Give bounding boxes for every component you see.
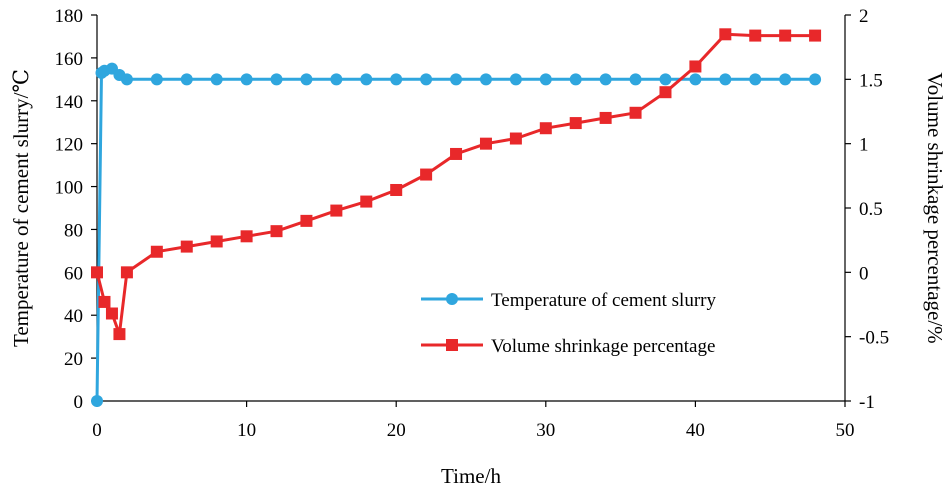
data-point-shrinkage (779, 29, 792, 42)
data-point-temperature (91, 395, 103, 407)
data-point-shrinkage (509, 132, 522, 145)
series-shrinkage (91, 28, 822, 341)
x-tick-label: 30 (536, 420, 555, 441)
data-point-shrinkage (719, 28, 732, 41)
left-y-tick-label: 0 (74, 392, 84, 413)
data-point-shrinkage (599, 111, 612, 124)
data-point-temperature (689, 73, 702, 86)
data-point-temperature (450, 73, 463, 86)
left-y-tick-label: 140 (55, 92, 84, 113)
left-y-tick-label: 160 (55, 49, 84, 70)
left-y-axis-ticks: 0 20 40 60 80 100 120 140 160 180 (55, 6, 97, 413)
left-y-tick-label: 180 (55, 6, 84, 27)
data-point-shrinkage (569, 117, 582, 130)
right-y-tick-label: 1.5 (859, 70, 883, 91)
legend-item-temperature: Temperature of cement slurry (421, 290, 716, 311)
data-point-shrinkage (390, 183, 403, 196)
data-point-shrinkage (270, 225, 283, 238)
data-point-shrinkage (479, 137, 492, 150)
right-y-tick-label: 1 (859, 135, 869, 156)
data-point-shrinkage (210, 235, 223, 248)
x-axis-ticks: 0 10 20 30 40 50 (92, 401, 855, 441)
data-point-temperature (659, 73, 672, 86)
legend-item-shrinkage: Volume shrinkage percentage (421, 336, 715, 357)
data-point-temperature (180, 73, 193, 86)
series-line-shrinkage (95, 32, 816, 336)
data-point-temperature (539, 73, 552, 86)
series-temperature (91, 62, 822, 407)
data-point-shrinkage (91, 266, 103, 279)
x-tick-label: 10 (237, 420, 256, 441)
left-y-tick-label: 20 (64, 349, 83, 370)
data-point-shrinkage (360, 195, 373, 208)
legend: Temperature of cement slurry Volume shri… (421, 290, 716, 357)
right-y-tick-label: 2 (859, 6, 869, 27)
data-point-temperature (809, 73, 822, 86)
data-point-shrinkage (629, 106, 642, 119)
data-point-shrinkage (113, 328, 126, 341)
legend-swatch-marker-shrinkage (446, 339, 458, 351)
data-point-temperature (719, 73, 732, 86)
legend-label-shrinkage: Volume shrinkage percentage (491, 336, 715, 357)
data-point-temperature (360, 73, 373, 86)
right-y-tick-label: 0.5 (859, 199, 883, 220)
right-y-axis-ticks: -1 -0.5 0 0.5 1 1.5 2 (845, 6, 889, 413)
data-point-shrinkage (749, 29, 762, 42)
left-y-axis-title: Temperature of cement slurry/℃ (9, 69, 33, 347)
data-point-shrinkage (809, 29, 822, 42)
data-point-temperature (509, 73, 522, 86)
data-point-shrinkage (150, 245, 163, 258)
x-tick-label: 50 (836, 420, 855, 441)
x-tick-label: 0 (92, 420, 102, 441)
data-point-temperature (240, 73, 253, 86)
legend-label-temperature: Temperature of cement slurry (491, 290, 716, 311)
plot-frame (96, 15, 846, 402)
data-point-temperature (599, 73, 612, 86)
data-point-shrinkage (180, 240, 193, 253)
data-point-shrinkage (450, 147, 463, 160)
data-point-temperature (270, 73, 283, 86)
x-axis-title: Time/h (441, 464, 501, 488)
data-point-shrinkage (98, 295, 111, 308)
x-tick-label: 40 (686, 420, 705, 441)
right-y-axis-title: Volume shrinkage percentage/% (923, 72, 947, 343)
left-y-tick-label: 40 (64, 306, 83, 327)
left-y-tick-label: 80 (64, 220, 83, 241)
data-point-temperature (150, 73, 163, 86)
data-point-temperature (210, 73, 223, 86)
data-point-temperature (629, 73, 642, 86)
right-y-tick-label: 0 (859, 263, 869, 284)
data-point-temperature (749, 73, 762, 86)
data-point-shrinkage (659, 86, 672, 99)
x-tick-label: 20 (387, 420, 406, 441)
data-point-temperature (120, 73, 133, 86)
data-point-temperature (300, 73, 313, 86)
data-point-shrinkage (300, 214, 313, 227)
data-point-temperature (390, 73, 403, 86)
data-point-shrinkage (330, 204, 343, 217)
left-y-tick-label: 60 (64, 263, 83, 284)
data-point-temperature (779, 73, 792, 86)
data-point-shrinkage (420, 168, 433, 181)
data-point-temperature (330, 73, 343, 86)
legend-swatch-marker-temperature (446, 293, 458, 305)
left-y-tick-label: 100 (55, 178, 84, 199)
data-point-temperature (420, 73, 433, 86)
data-point-shrinkage (105, 307, 118, 320)
data-point-temperature (569, 73, 582, 86)
left-y-tick-label: 120 (55, 135, 84, 156)
data-point-shrinkage (240, 230, 253, 243)
data-point-temperature (479, 73, 492, 86)
data-point-shrinkage (539, 122, 552, 135)
data-point-shrinkage (120, 266, 133, 279)
series-layer (91, 28, 822, 407)
right-y-tick-label: -0.5 (859, 328, 889, 349)
data-point-shrinkage (689, 60, 702, 73)
right-y-tick-label: -1 (859, 392, 875, 413)
